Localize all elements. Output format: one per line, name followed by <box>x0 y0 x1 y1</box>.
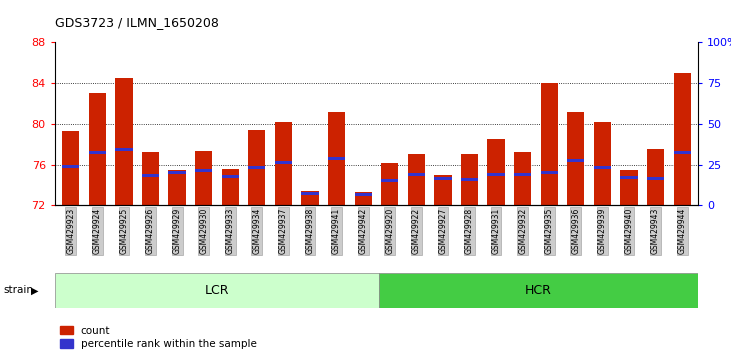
Bar <box>62 131 80 205</box>
Bar <box>328 157 345 160</box>
Bar <box>355 192 372 205</box>
Bar <box>168 170 186 205</box>
Bar <box>434 177 452 181</box>
Text: HCR: HCR <box>525 284 552 297</box>
Bar <box>381 162 398 205</box>
Bar <box>461 154 478 205</box>
Bar <box>673 73 691 205</box>
Bar <box>328 112 345 205</box>
Bar <box>88 93 106 205</box>
Bar <box>461 178 478 181</box>
Bar <box>142 174 159 177</box>
Bar <box>355 193 372 196</box>
Bar <box>221 175 239 178</box>
Bar <box>62 165 80 168</box>
Bar <box>195 169 212 172</box>
Text: LCR: LCR <box>205 284 230 297</box>
Bar <box>379 273 698 308</box>
Bar <box>488 173 504 176</box>
Bar <box>249 166 265 169</box>
Bar <box>621 176 637 179</box>
Bar <box>434 175 452 205</box>
Bar <box>301 191 319 205</box>
Bar <box>567 159 585 162</box>
Bar <box>115 78 132 205</box>
Bar <box>541 171 558 174</box>
Bar <box>142 153 159 205</box>
Bar <box>408 154 425 205</box>
Bar <box>195 152 212 205</box>
Bar <box>541 83 558 205</box>
Bar <box>673 151 691 154</box>
Bar <box>115 148 132 151</box>
Bar <box>275 161 292 164</box>
Text: strain: strain <box>4 285 34 295</box>
Bar <box>647 149 664 205</box>
Bar <box>594 122 611 205</box>
Text: GDS3723 / ILMN_1650208: GDS3723 / ILMN_1650208 <box>55 16 219 29</box>
Bar <box>301 192 319 195</box>
Bar <box>408 173 425 176</box>
Bar <box>514 173 531 176</box>
Bar <box>88 151 106 154</box>
Bar <box>168 171 186 174</box>
Bar <box>594 166 611 169</box>
Text: ▶: ▶ <box>31 285 39 295</box>
Bar <box>647 177 664 181</box>
Bar <box>567 112 585 205</box>
Bar <box>249 130 265 205</box>
Bar <box>514 153 531 205</box>
Bar <box>621 170 637 205</box>
Bar <box>488 139 504 205</box>
Bar <box>381 179 398 182</box>
Bar <box>221 169 239 205</box>
Legend: count, percentile rank within the sample: count, percentile rank within the sample <box>60 326 257 349</box>
Bar <box>275 122 292 205</box>
Bar <box>55 273 379 308</box>
